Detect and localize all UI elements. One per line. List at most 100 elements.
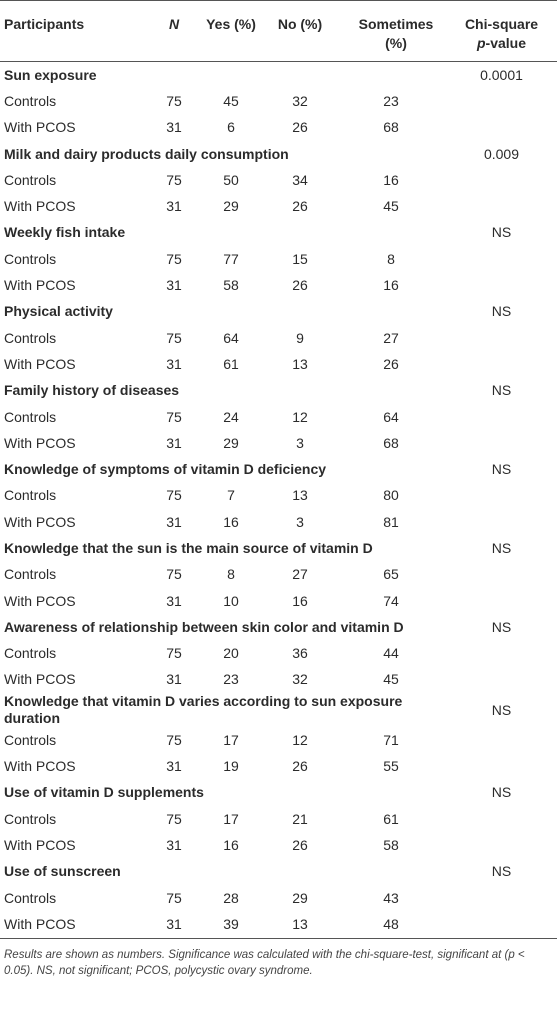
row-label: With PCOS [4,592,76,609]
table-body: Sun exposure 0.0001 Controls 75 45 32 23 With P… [0,62,557,938]
p-value: NS [491,303,512,320]
row-label: With PCOS [4,277,76,294]
empty-cell [446,115,557,141]
header-text: Yes (%) [206,16,256,32]
row-label: Controls [4,645,57,662]
header-row: Participants N Yes (%) No (%) Sometimes (%) C… [0,0,557,62]
group-title: Knowledge that the sun is the main sourc… [4,539,373,556]
group-title: Knowledge that vitamin D varies accordin… [4,693,403,727]
row-label: Controls [4,810,57,827]
cell-value: 45 [223,92,239,109]
cell-value: 3 [296,513,304,530]
cell-value: 61 [383,810,399,827]
cell-value: 3 [296,434,304,451]
cell-value: 21 [292,810,308,827]
data-row: With PCOS 31 6 26 68 [0,115,557,141]
empty-cell [446,885,557,911]
group-title: Sun exposure [4,66,97,83]
cell-value: 55 [383,758,399,775]
group-title: Knowledge of symptoms of vitamin D defic… [4,461,327,478]
cell-value: 16 [383,277,399,294]
cell-value: 26 [292,836,308,853]
p-value: NS [491,863,512,880]
cell-value: 31 [166,277,182,294]
data-row: With PCOS 31 29 26 45 [0,193,557,219]
empty-cell [446,246,557,272]
cell-value: 27 [383,329,399,346]
cell-value: 8 [387,250,395,267]
cell-value: 39 [223,915,239,932]
cell-value: 58 [223,277,239,294]
row-label: With PCOS [4,434,76,451]
empty-cell [446,588,557,614]
header-text: No (%) [277,16,323,32]
group-row: Use of vitamin D supplements NS [0,780,557,806]
cell-value: 31 [166,758,182,775]
empty-cell [446,806,557,832]
column-header: Chi-square p-value [446,1,557,62]
data-row: Controls 75 77 15 8 [0,246,557,272]
p-value: 0.0001 [480,66,523,83]
cell-value: 27 [292,566,308,583]
cell-value: 32 [292,671,308,688]
row-label: With PCOS [4,915,76,932]
cell-value: 6 [227,119,235,136]
cell-value: 29 [223,198,239,215]
results-table: Participants N Yes (%) No (%) Sometimes (%) C… [0,0,557,938]
column-header: Sometimes (%) [336,1,446,62]
data-row: With PCOS 31 10 16 74 [0,588,557,614]
row-label: Controls [4,731,57,748]
cell-value: 23 [223,671,239,688]
p-value: NS [491,224,512,241]
cell-value: 68 [383,119,399,136]
p-value: 0.009 [483,145,520,162]
empty-cell [446,667,557,693]
cell-value: 13 [292,915,308,932]
cell-value: 50 [223,171,239,188]
cell-value: 80 [383,487,399,504]
cell-value: 75 [166,889,182,906]
cell-value: 10 [223,592,239,609]
p-value: NS [491,701,512,718]
row-label: Controls [4,171,57,188]
cell-value: 31 [166,355,182,372]
empty-cell [446,753,557,779]
row-label: Controls [4,92,57,109]
cell-value: 15 [292,250,308,267]
empty-cell [446,562,557,588]
footnote: Results are shown as numbers. Significan… [4,948,525,977]
data-row: Controls 75 17 12 71 [0,727,557,753]
group-row: Knowledge that the sun is the main sourc… [0,535,557,561]
empty-cell [446,430,557,456]
data-row: With PCOS 31 29 3 68 [0,430,557,456]
cell-value: 31 [166,915,182,932]
row-label: Controls [4,889,57,906]
row-label: With PCOS [4,836,76,853]
cell-value: 31 [166,119,182,136]
cell-value: 36 [292,645,308,662]
cell-value: 75 [166,171,182,188]
data-row: Controls 75 45 32 23 [0,88,557,114]
p-value: NS [491,784,512,801]
data-row: Controls 75 50 34 16 [0,167,557,193]
cell-value: 81 [383,513,399,530]
header-text: Chi-square [464,16,539,32]
cell-value: 71 [383,731,399,748]
cell-value: 23 [383,92,399,109]
row-label: Controls [4,250,57,267]
data-row: With PCOS 31 58 26 16 [0,272,557,298]
cell-value: 64 [223,329,239,346]
p-value: NS [491,382,512,399]
header-text: Participants [4,16,85,32]
cell-value: 29 [223,434,239,451]
cell-value: 48 [383,915,399,932]
p-value: NS [491,618,512,635]
cell-value: 16 [223,836,239,853]
cell-value: 31 [166,198,182,215]
cell-value: 26 [292,277,308,294]
cell-value: 43 [383,889,399,906]
column-header: Yes (%) [198,1,264,62]
row-label: With PCOS [4,513,76,530]
cell-value: 61 [223,355,239,372]
cell-value: 28 [223,889,239,906]
